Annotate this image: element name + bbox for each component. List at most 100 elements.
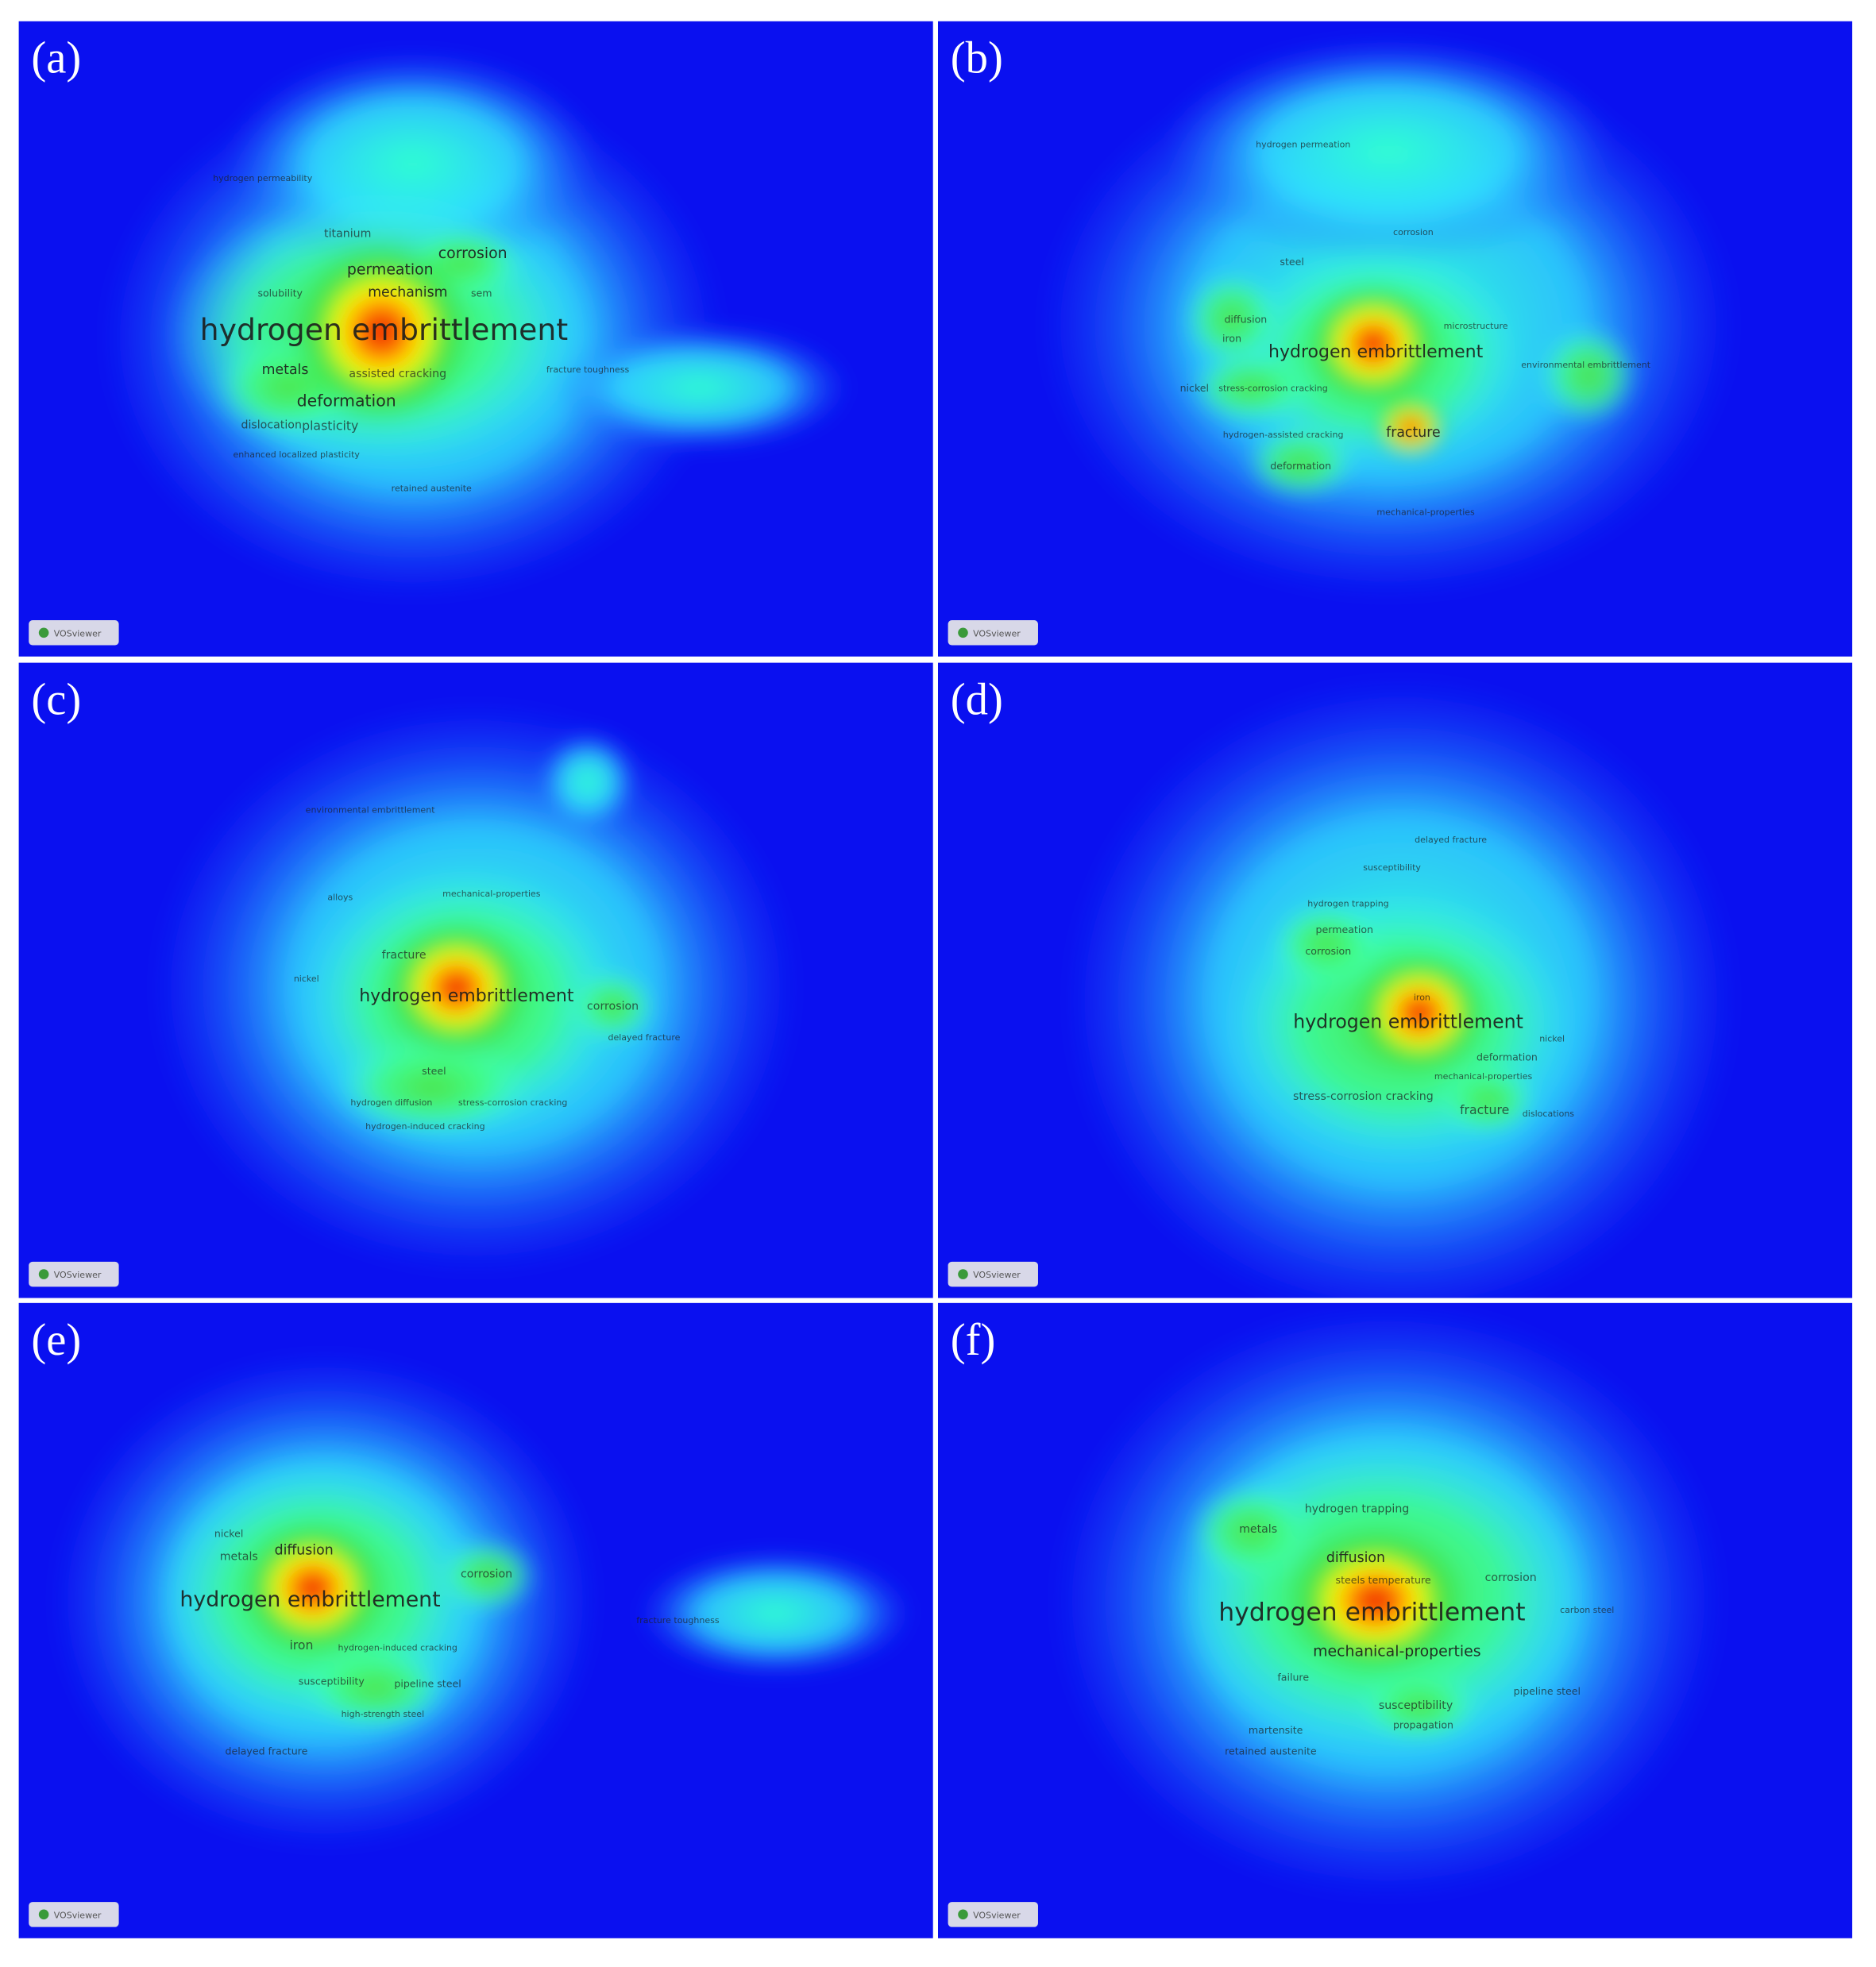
density-map	[1037, 37, 1739, 600]
density-blob	[1357, 1669, 1482, 1745]
density-blob	[299, 1644, 450, 1732]
keyword: fracture	[1386, 425, 1440, 441]
density-blob	[638, 1550, 913, 1676]
keyword: delayed fracture	[608, 1032, 680, 1043]
keyword: pipeline steel	[1514, 1685, 1581, 1697]
density-blob	[1282, 1525, 1470, 1676]
keyword: hydrogen permeability	[213, 173, 313, 183]
keyword: steel	[1280, 256, 1303, 268]
keyword: nickel	[1539, 1034, 1565, 1044]
keyword: susceptibility	[1379, 1699, 1453, 1712]
keyword: retained austenite	[1225, 1745, 1317, 1757]
density-map	[1050, 1302, 1726, 1901]
panel-label: (e)	[31, 1315, 81, 1365]
density-blob	[381, 919, 532, 1057]
keyword: fracture toughness	[546, 364, 630, 375]
keyword: titanium	[324, 227, 371, 240]
keyword: hydrogen trapping	[1305, 1503, 1410, 1516]
keyword: corrosion	[461, 1568, 512, 1581]
badge-icon	[958, 627, 968, 638]
keyword: corrosion	[438, 245, 508, 262]
keyword: susceptibility	[299, 1675, 365, 1687]
density-blob	[438, 1537, 538, 1614]
panel: hydrogen embrittlement diffusion iron metal…	[18, 1302, 933, 1938]
badge-text: VOSviewer	[54, 1270, 102, 1280]
density-blobs	[49, 1350, 913, 1851]
keyword: steels temperature	[1336, 1574, 1431, 1586]
keyword: propagation	[1393, 1719, 1453, 1731]
density-blob	[1372, 396, 1449, 459]
density-blob	[331, 1037, 532, 1138]
density-blob	[237, 1519, 388, 1657]
keyword: stress-corrosion cracking	[1218, 384, 1328, 394]
keyword: hydrogen trapping	[1307, 899, 1388, 909]
badge-text: VOSviewer	[973, 628, 1021, 638]
keyword: steel	[422, 1065, 446, 1077]
panel: hydrogen embrittlement metals deformation c…	[18, 21, 933, 657]
keyword: delayed fracture	[225, 1745, 307, 1757]
badge-box	[948, 620, 1038, 646]
badge-text: VOSviewer	[54, 628, 102, 638]
keyword: deformation	[297, 391, 396, 410]
keyword: dislocations	[1523, 1109, 1574, 1119]
panel-label: (d)	[951, 675, 1003, 725]
keyword: mechanism	[368, 284, 447, 300]
keyword: metals	[262, 362, 309, 378]
keyword: hydrogen embrittlement	[359, 986, 574, 1006]
keyword: stress-corrosion cracking	[1293, 1090, 1434, 1103]
keyword: assisted cracking	[349, 368, 446, 380]
keyword: retained austenite	[392, 484, 472, 494]
keyword: mechanical-properties	[442, 889, 541, 899]
keyword: nickel	[294, 974, 319, 984]
badge-text: VOSviewer	[973, 1270, 1021, 1280]
badge-icon	[958, 1269, 968, 1279]
keyword: iron	[1222, 332, 1241, 344]
density-map	[99, 50, 851, 600]
keyword: hydrogen diffusion	[350, 1097, 432, 1108]
keyword: alloys	[327, 893, 353, 903]
panel: hydrogen embrittlement fracture corrosion s…	[18, 662, 933, 1298]
density-blob	[1304, 281, 1442, 407]
keyword: mechanical-properties	[1434, 1071, 1533, 1082]
keyword: solubility	[257, 287, 303, 299]
density-blob	[538, 731, 639, 832]
badge-box	[29, 1261, 119, 1287]
keyword: carbon steel	[1560, 1605, 1614, 1615]
keyword: hydrogen embrittlement	[1268, 342, 1484, 362]
keyword: metals	[1239, 1523, 1277, 1536]
keyword: hydrogen embrittlement	[1218, 1598, 1525, 1626]
density-blob	[569, 969, 657, 1044]
keyword: failure	[1277, 1672, 1309, 1684]
keyword: plasticity	[302, 418, 358, 433]
keyword: metals	[220, 1550, 258, 1563]
keyword: environmental embrittlement	[1521, 360, 1651, 370]
keyword: hydrogen embrittlement	[1293, 1011, 1523, 1033]
keyword: corrosion	[587, 1001, 639, 1013]
keyword: high-strength steel	[342, 1709, 425, 1719]
keyword: corrosion	[1393, 227, 1434, 237]
badge-box	[948, 1261, 1038, 1287]
panel-label: (a)	[31, 33, 81, 83]
keyword: martensite	[1249, 1724, 1303, 1736]
keyword: iron	[1414, 993, 1430, 1003]
keyword: environmental embrittlement	[306, 804, 436, 815]
keyword: permeation	[347, 261, 434, 279]
keyword: enhanced localized plasticity	[233, 449, 360, 460]
keyword: susceptibility	[1363, 862, 1421, 873]
density-blobs	[1050, 1302, 1726, 1901]
keyword: hydrogen permeation	[1256, 140, 1350, 150]
keyword: permeation	[1316, 924, 1373, 935]
keyword: fracture toughness	[636, 1615, 720, 1626]
keyword: nickel	[1180, 382, 1209, 394]
keyword: diffusion	[275, 1543, 334, 1559]
keyword: hydrogen-assisted cracking	[1223, 430, 1344, 440]
keyword: corrosion	[1485, 1572, 1537, 1584]
badge-box	[29, 1902, 119, 1927]
badge-icon	[38, 1269, 49, 1279]
keyword: nickel	[214, 1528, 243, 1540]
density-blob	[1269, 900, 1383, 989]
density-blob	[1187, 1482, 1314, 1582]
keyword: dislocation	[241, 418, 301, 431]
panel-label: (b)	[951, 33, 1003, 83]
